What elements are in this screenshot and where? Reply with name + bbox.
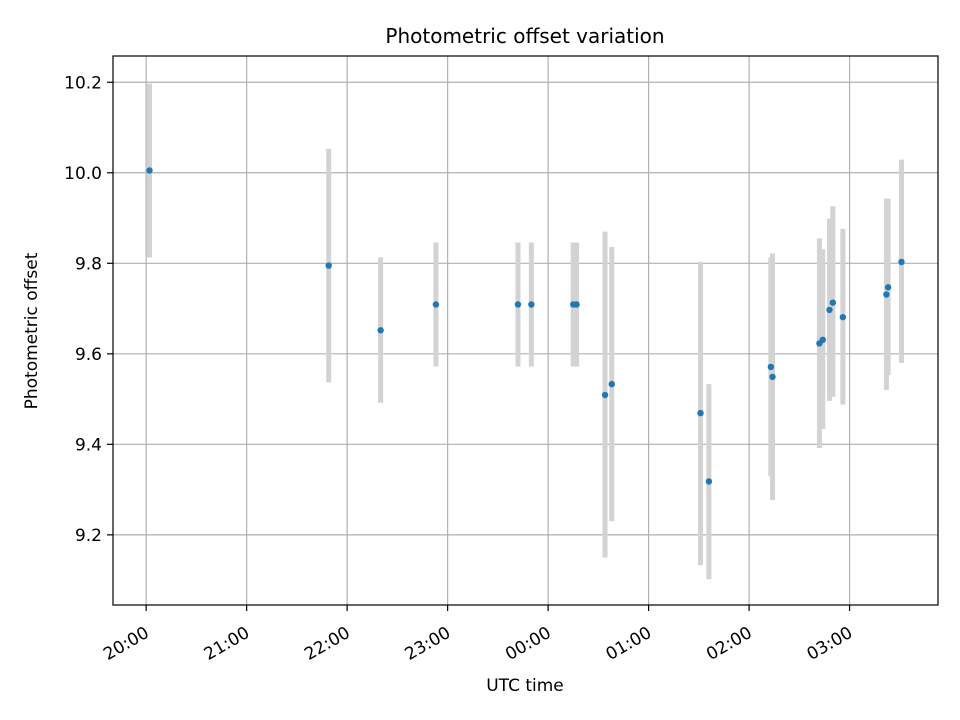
data-point [528, 301, 535, 308]
data-point [898, 258, 905, 266]
data-point [705, 478, 713, 485]
data-point [883, 291, 890, 298]
y-tick-label: 10.2 [64, 73, 102, 93]
data-point [819, 336, 826, 343]
data-point [601, 391, 609, 399]
data-point [839, 313, 847, 321]
data-point [697, 409, 704, 417]
chart-title: Photometric offset variation [385, 24, 664, 48]
y-axis-ticks: 9.2 9.4 9.6 9.8 10.0 10.2 [64, 73, 113, 546]
y-tick-label: 9.2 [75, 526, 102, 546]
data-point [325, 262, 332, 269]
y-tick-label: 9.6 [75, 345, 102, 365]
data-point [377, 327, 384, 334]
data-point [146, 167, 153, 174]
data-point [767, 363, 775, 371]
data-point [514, 301, 522, 308]
data-point [884, 284, 892, 291]
y-tick-label: 10.0 [64, 164, 102, 184]
data-point [769, 373, 776, 381]
y-axis-label: Photometric offset [22, 252, 42, 409]
data-point [608, 380, 615, 388]
data-point [826, 306, 833, 314]
data-point [432, 301, 440, 308]
grid-lines [113, 56, 938, 605]
y-tick-label: 9.8 [75, 254, 102, 274]
y-tick-label: 9.4 [75, 435, 102, 455]
data-points [146, 167, 905, 485]
plot-frame [112, 55, 939, 606]
data-point [573, 301, 580, 308]
data-point [829, 299, 837, 306]
x-axis-label: UTC time [486, 676, 564, 696]
